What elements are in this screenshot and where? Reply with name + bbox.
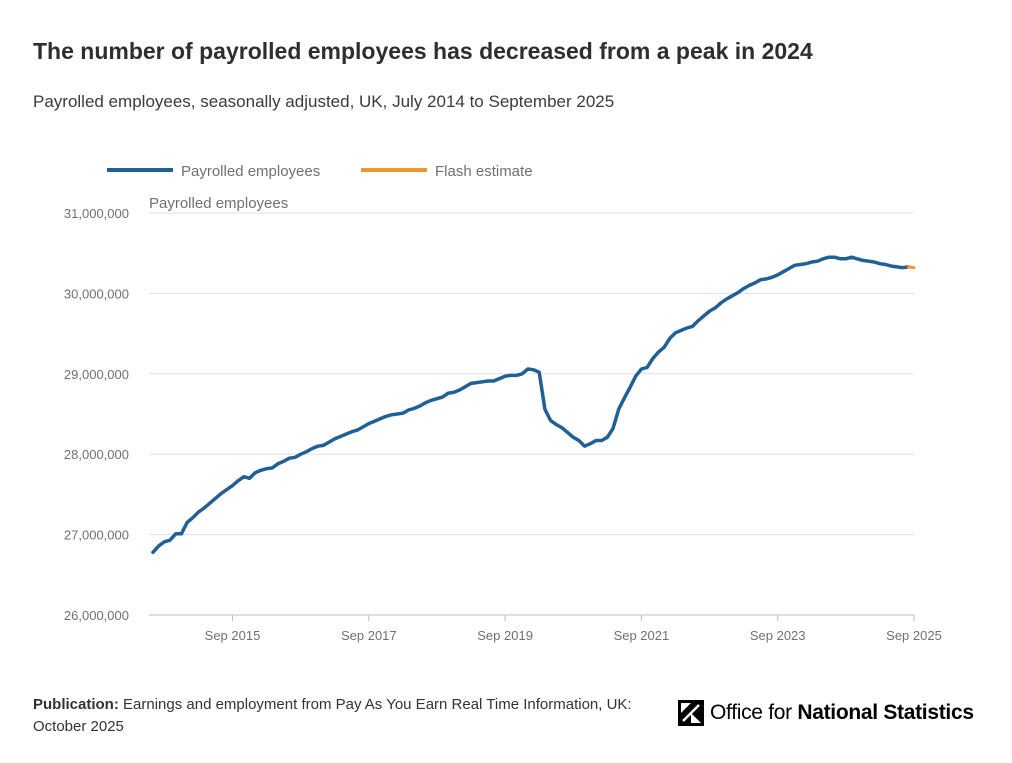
x-tick-label: Sep 2023 [750, 628, 806, 643]
ons-logo-icon [678, 700, 704, 726]
x-tick-label: Sep 2019 [477, 628, 533, 643]
legend: Payrolled employees Flash estimate [107, 163, 533, 180]
logo-bold: National Statistics [797, 701, 974, 724]
series-line-flash-estimate [906, 265, 916, 270]
x-tick-label: Sep 2015 [205, 628, 261, 643]
y-tick-label: 27,000,000 [64, 528, 129, 543]
publication-label: Publication: [33, 696, 119, 713]
publication-text: Earnings and employment from Pay As You … [33, 696, 632, 735]
y-tick-label: 29,000,000 [64, 367, 129, 382]
x-axis: Sep 2015 Sep 2017 Sep 2019 Sep 2021 Sep 2023… [149, 614, 942, 643]
y-tick-label: 28,000,000 [64, 447, 129, 462]
logo-prefix: Office for [710, 701, 798, 724]
y-axis-label: Payrolled employees [149, 195, 288, 212]
legend-label-payrolled: Payrolled employees [181, 163, 320, 180]
y-tick-label: 30,000,000 [64, 286, 129, 301]
ons-logo[interactable]: Office for National Statistics [678, 699, 974, 727]
x-tick-label: Sep 2025 [886, 628, 942, 643]
publication-footer: Publication: Earnings and employment fro… [33, 694, 633, 738]
chart-title: The number of payrolled employees has de… [33, 38, 813, 64]
ons-logo-text: Office for National Statistics [710, 701, 974, 725]
x-tick-label: Sep 2021 [614, 628, 670, 643]
line-chart: Payrolled employees Flash estimate Payro… [64, 163, 942, 643]
series-line-payrolled-employees [151, 255, 911, 555]
y-grid [149, 212, 914, 616]
series-lines [151, 255, 916, 555]
legend-label-flash: Flash estimate [435, 163, 533, 180]
x-tick-label: Sep 2017 [341, 628, 397, 643]
y-tick-label: 31,000,000 [64, 206, 129, 221]
y-tick-label: 26,000,000 [64, 608, 129, 623]
chart-subtitle: Payrolled employees, seasonally adjusted… [33, 92, 615, 111]
y-axis-ticks: 26,000,000 27,000,000 28,000,000 29,000,000… [64, 206, 129, 623]
